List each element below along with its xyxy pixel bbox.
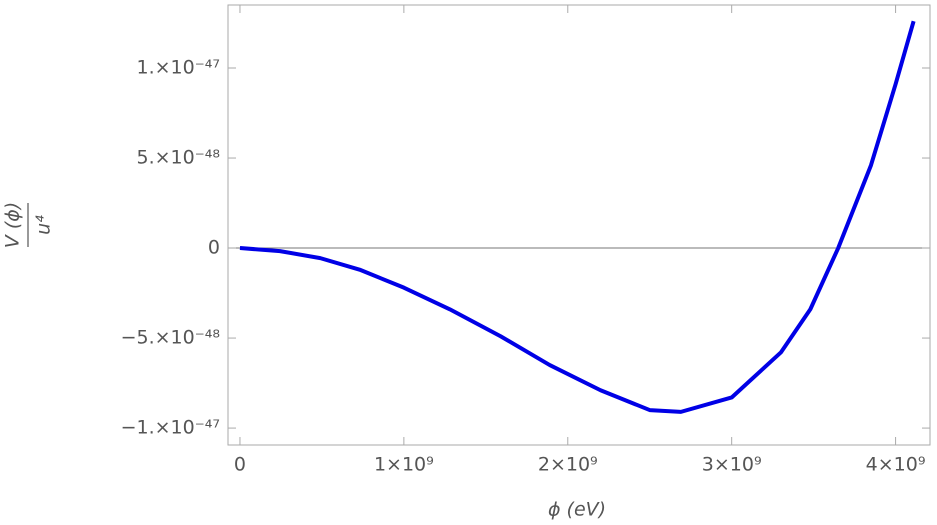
data-line	[239, 20, 916, 414]
y-tick-label: 0	[208, 237, 220, 259]
plot-frame	[227, 4, 931, 446]
y-axis-label: V (ϕ) u⁴	[2, 202, 55, 248]
y-tick-label: 5.×10⁻⁴⁸	[137, 147, 221, 169]
x-tick-label: 1×10⁹	[374, 454, 434, 476]
x-tick-label: 4×10⁹	[866, 454, 926, 476]
y-tick-label: −5.×10⁻⁴⁸	[121, 327, 220, 349]
x-tick-label: 3×10⁹	[702, 454, 762, 476]
x-tick-label: 0	[234, 454, 246, 476]
x-axis-label: ϕ (eV)	[548, 499, 606, 521]
y-tick-label: −1.×10⁻⁴⁷	[121, 417, 220, 439]
y-label-numerator: V (ϕ)	[2, 202, 24, 248]
x-tick-label: 2×10⁹	[538, 454, 598, 476]
y-tick-label: 1.×10⁻⁴⁷	[137, 57, 221, 79]
y-label-denominator: u⁴	[33, 215, 55, 235]
